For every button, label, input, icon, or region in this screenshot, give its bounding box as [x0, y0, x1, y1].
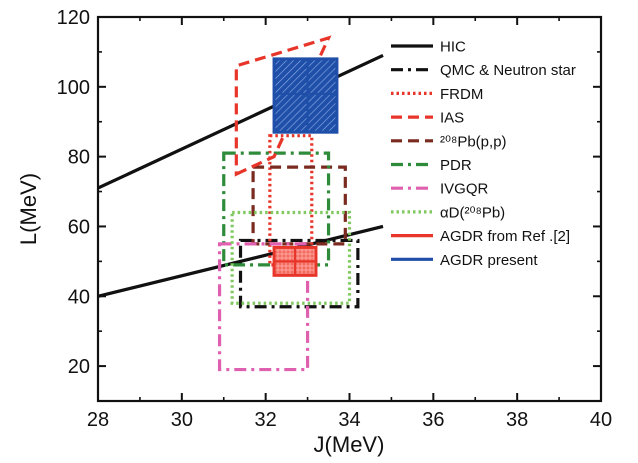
x-tick-label-36: 36 — [422, 409, 444, 431]
series-pb-p-p-region — [251, 165, 347, 246]
axes: 28 30 32 34 36 38 40 20 40 60 80 100 120 — [57, 7, 613, 431]
series-agdr-present-region — [272, 57, 339, 134]
y-axis-title: L(MeV) — [16, 173, 41, 245]
x-tick-label-30: 30 — [171, 409, 193, 431]
y-tick-label-20: 20 — [68, 356, 90, 378]
legend-ivgqr-label: IVGQR — [440, 181, 489, 198]
series-hic-line-2 — [98, 224, 384, 298]
x-tick-label-28: 28 — [87, 409, 109, 431]
legend-agdr-from-ref-2-label: AGDR from Ref .[2] — [440, 228, 570, 245]
y-tick-label-100: 100 — [57, 77, 90, 99]
series-ivgqr-region — [217, 242, 310, 372]
legend-qmc-neutron-star-label: QMC & Neutron star — [440, 62, 576, 79]
series-qmc-neutron-star-region — [238, 238, 360, 309]
y-tick-label-60: 60 — [68, 216, 90, 238]
series-frdm-region — [268, 134, 314, 267]
x-tick-label-38: 38 — [506, 409, 528, 431]
legend-agdr-present-label: AGDR present — [440, 252, 538, 269]
legend-frdm-label: FRDM — [440, 86, 483, 103]
x-axis-title: J(MeV) — [314, 432, 385, 457]
legend-pb-p-p-label: ²⁰⁸Pb(p,p) — [440, 133, 507, 150]
y-tick-label-80: 80 — [68, 147, 90, 169]
legend-d-pb-label: αD(²⁰⁸Pb) — [440, 204, 505, 221]
series-ias-region — [234, 35, 332, 177]
y-tick-label-120: 120 — [57, 7, 90, 29]
y-tick-label-40: 40 — [68, 286, 90, 308]
plot-area — [98, 35, 384, 372]
x-tick-label-34: 34 — [338, 409, 360, 431]
x-tick-label-40: 40 — [590, 409, 612, 431]
legend-ias-label: IAS — [440, 110, 464, 127]
series-d-pb-region — [230, 210, 352, 305]
legend: HIC QMC & Neutron star FRDM IAS ²⁰⁸Pb(p,p) PD… — [391, 39, 576, 269]
legend-pdr-label: PDR — [440, 157, 472, 174]
x-tick-label-32: 32 — [255, 409, 277, 431]
legend-hic-label: HIC — [440, 39, 466, 56]
